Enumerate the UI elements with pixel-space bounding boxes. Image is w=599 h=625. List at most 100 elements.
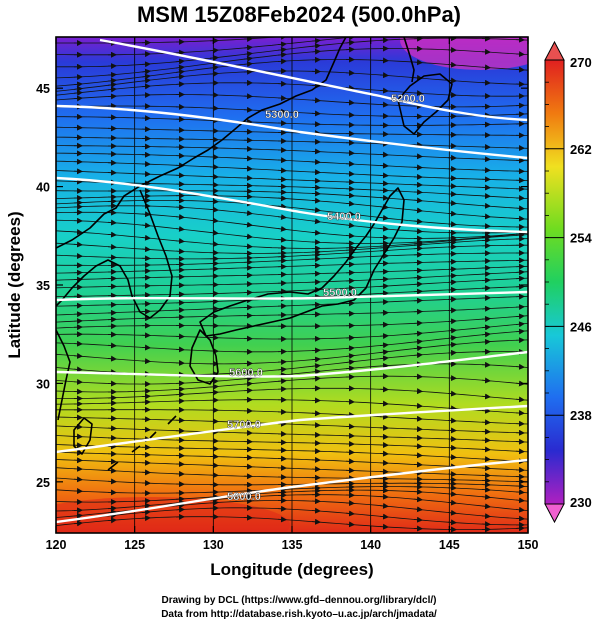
wind-arrow xyxy=(515,497,525,504)
wind-arrow xyxy=(345,359,355,366)
wind-arrow xyxy=(209,217,219,224)
wind-arrow xyxy=(107,86,117,93)
wind-arrow xyxy=(515,321,525,328)
wind-arrow xyxy=(481,486,491,493)
wind-arrow xyxy=(481,377,491,384)
cold-core-patch xyxy=(400,37,528,70)
wind-arrow xyxy=(277,236,287,243)
wind-arrow xyxy=(277,46,287,53)
wind-arrow xyxy=(243,494,253,501)
y-tick-label: 35 xyxy=(36,279,50,293)
wind-arrow xyxy=(414,31,422,32)
wind-arrow xyxy=(379,225,389,232)
wind-arrow xyxy=(413,330,423,337)
wind-arrow xyxy=(515,489,525,496)
wind-arrow xyxy=(243,55,253,62)
wind-arrow xyxy=(311,43,321,50)
wind-arrow xyxy=(379,333,389,340)
credit-line-1: Drawing by DCL (https://www.gfd–dennou.o… xyxy=(161,595,436,606)
wind-arrow xyxy=(481,64,491,71)
wind-arrow xyxy=(107,219,117,226)
wind-arrow xyxy=(345,192,355,199)
wind-arrow xyxy=(141,73,151,80)
x-tick-label: 150 xyxy=(518,538,539,552)
wind-arrow xyxy=(277,516,287,523)
contour-label: 5600.0 xyxy=(229,367,263,379)
wind-arrow xyxy=(243,233,253,240)
y-tick-label: 40 xyxy=(36,181,50,195)
wind-arrow xyxy=(379,355,389,362)
coast-taiwan xyxy=(73,417,93,455)
wind-arrow xyxy=(311,48,321,55)
contour-line xyxy=(56,458,528,524)
colorbar-tick-label: 270 xyxy=(570,55,592,70)
wind-arrow xyxy=(515,51,525,58)
wind-arrow xyxy=(413,218,423,225)
wind-arrow xyxy=(346,31,354,32)
wind-arrow xyxy=(481,202,491,209)
y-axis-ticks: 25 30 35 40 45 xyxy=(36,82,528,490)
contour-line xyxy=(56,404,528,454)
wind-arrow xyxy=(107,71,117,78)
wind-arrow xyxy=(413,59,423,66)
wind-arrow xyxy=(379,214,389,221)
contour-line xyxy=(99,38,528,122)
wind-arrow xyxy=(379,194,389,201)
contour-label: 5200.0 xyxy=(391,93,425,105)
wind-arrow xyxy=(447,491,457,497)
wind-arrow xyxy=(141,68,151,75)
wind-arrow xyxy=(314,37,321,38)
wind-arrow xyxy=(345,222,355,229)
wind-arrow xyxy=(209,47,219,54)
colorbar-tick-label: 238 xyxy=(570,408,592,423)
x-axis-label: Longitude (degrees) xyxy=(210,560,373,579)
wind-arrow xyxy=(379,87,389,94)
y-axis-label: Latitude (degrees) xyxy=(5,211,24,358)
wind-arrow xyxy=(345,99,355,106)
wind-arrow xyxy=(175,225,185,232)
wind-arrow xyxy=(311,518,321,525)
wind-arrow xyxy=(73,520,83,527)
wind-arrow xyxy=(311,356,321,363)
wind-arrow xyxy=(141,358,151,365)
wind-arrow xyxy=(209,70,219,77)
coast-china xyxy=(56,329,71,421)
colorbar-min-arrow xyxy=(544,503,565,524)
wind-streamlines xyxy=(56,28,528,533)
wind-arrow xyxy=(413,90,423,97)
chart-title: MSM 15Z08Feb2024 (500.0hPa) xyxy=(137,2,461,27)
contour-line xyxy=(56,176,528,234)
wind-arrow xyxy=(481,338,491,345)
y-tick-label: 45 xyxy=(36,82,50,96)
wind-arrow xyxy=(481,513,491,520)
wind-arrow xyxy=(380,28,388,29)
wind-arrow xyxy=(379,72,389,79)
wind-arrow xyxy=(73,229,83,236)
wind-arrow xyxy=(175,64,185,71)
wind-arrow xyxy=(447,341,457,348)
wind-arrow xyxy=(481,331,491,338)
wind-arrow xyxy=(209,383,219,390)
colorbar-max-arrow xyxy=(544,40,565,61)
wind-arrow xyxy=(107,517,117,524)
wind-arrow xyxy=(175,213,185,220)
wind-arrow xyxy=(107,355,117,362)
contour-label: 5300.0 xyxy=(265,109,299,121)
wind-arrow xyxy=(413,345,423,352)
wind-arrow xyxy=(481,324,491,331)
contour-label: 5400.0 xyxy=(327,211,361,223)
wind-arrow xyxy=(107,77,117,84)
wind-arrow xyxy=(447,335,457,342)
wind-arrow xyxy=(73,81,83,88)
wind-arrow xyxy=(141,211,151,218)
wind-arrow xyxy=(209,229,219,236)
wind-arrow xyxy=(515,506,525,513)
x-tick-label: 130 xyxy=(203,538,224,552)
wind-arrow xyxy=(141,83,151,90)
wind-arrow xyxy=(379,493,389,500)
wind-arrow xyxy=(345,365,355,372)
wind-arrow xyxy=(107,509,117,516)
wind-arrow xyxy=(413,402,423,409)
wind-arrow xyxy=(311,197,321,204)
